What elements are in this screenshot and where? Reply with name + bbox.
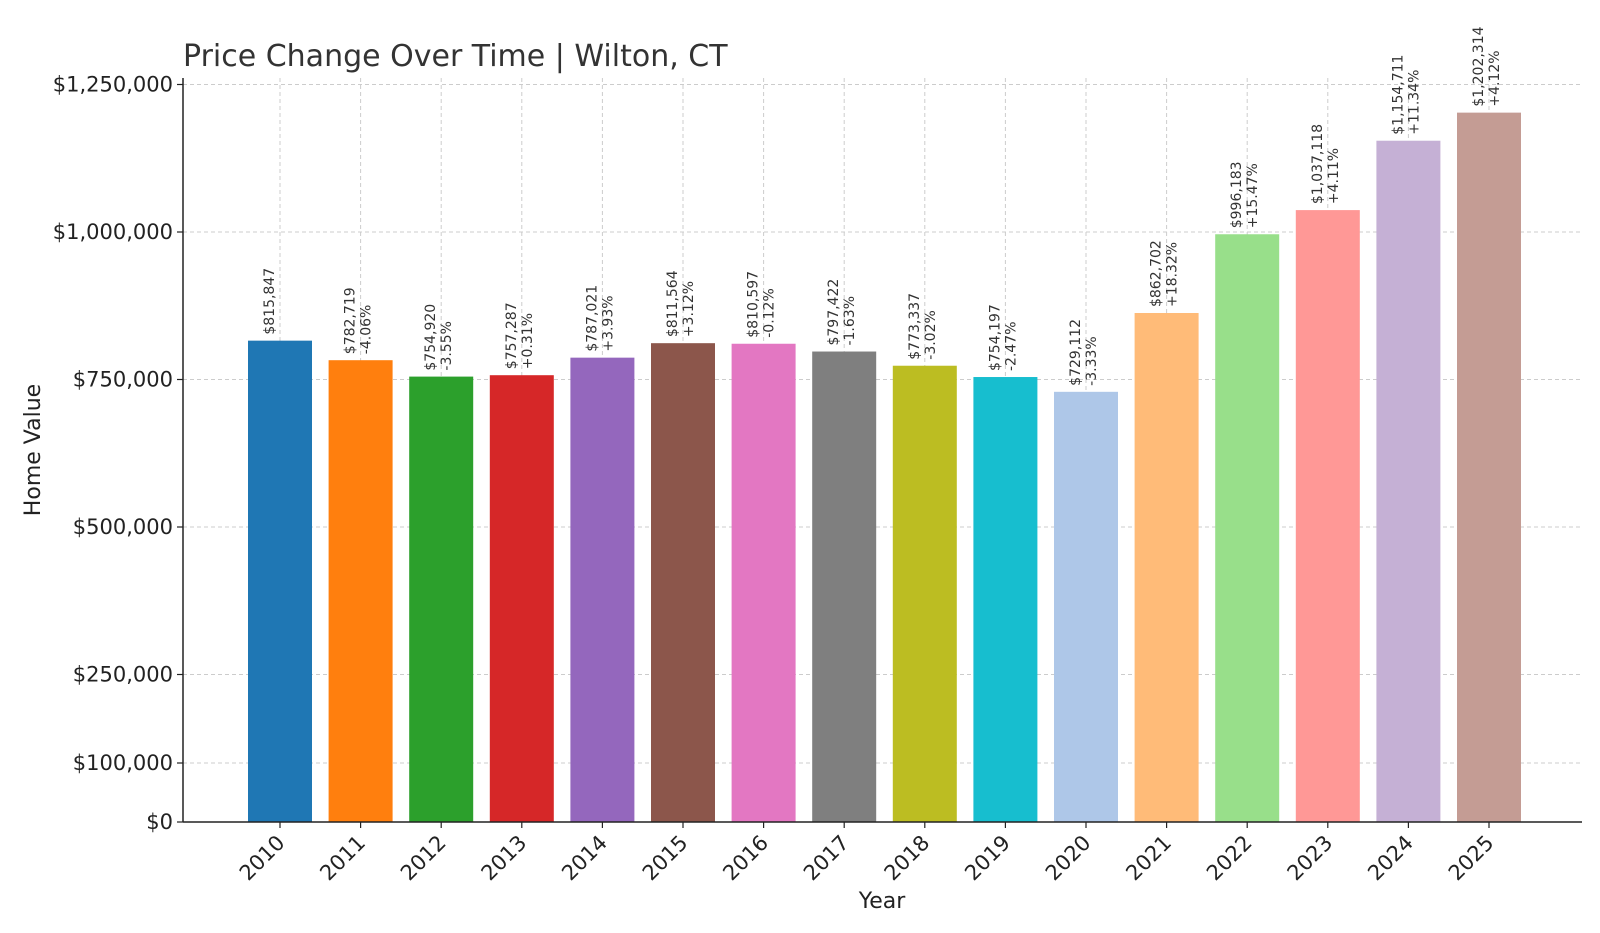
bar-value-label: $754,197	[987, 304, 1003, 371]
y-axis-title: Home Value	[21, 384, 46, 516]
bar-value-label: $996,183	[1229, 161, 1245, 228]
bar-value-label: $811,564	[665, 270, 681, 337]
bar-value-label: $1,202,314	[1471, 26, 1487, 106]
bar-change-label: +3.93%	[600, 295, 616, 351]
grid-lines	[183, 78, 1582, 822]
x-tick-label: 2023	[1283, 831, 1338, 886]
bar-change-label: +15.47%	[1245, 163, 1261, 228]
y-axis-ticks: $0 $100,000 $250,000 $500,000 $750,000 $1,000…	[53, 73, 183, 834]
x-tick-label: 2013	[477, 831, 532, 886]
axes	[182, 78, 1582, 823]
x-tick-label: 2015	[638, 831, 693, 886]
y-tick-label: $250,000	[73, 663, 173, 687]
bars	[248, 112, 1521, 823]
bar-2017	[812, 351, 877, 822]
x-tick-label: 2024	[1363, 831, 1418, 886]
bar-value-label: $1,154,711	[1390, 55, 1406, 135]
y-tick-label: $500,000	[73, 515, 173, 539]
bar-change-label: +4.12%	[1487, 50, 1503, 106]
bar-2019	[973, 377, 1038, 822]
bar-change-label: +18.32%	[1165, 242, 1181, 307]
bar-2024	[1376, 140, 1441, 822]
x-tick-label: 2025	[1444, 831, 1499, 886]
bar-change-label: +3.12%	[681, 281, 697, 337]
x-tick-label: 2017	[799, 831, 854, 886]
bar-2022	[1215, 234, 1280, 823]
bar-2011	[328, 360, 393, 822]
y-tick-label: $100,000	[73, 751, 173, 775]
x-tick-label: 2011	[315, 831, 370, 886]
x-axis-ticks: 2010 2011 2012 2013 2014 2015 2016 2017 2018 2019…	[235, 822, 1499, 885]
bar-value-label: $757,287	[504, 302, 520, 369]
x-tick-label: 2018	[880, 831, 935, 886]
x-tick-label: 2021	[1121, 831, 1176, 886]
bar-2014	[570, 357, 635, 822]
bar-value-label: $754,920	[423, 304, 439, 371]
bar-2013	[489, 375, 554, 822]
bar-change-label: +0.31%	[520, 313, 536, 369]
bar-2020	[1054, 391, 1118, 822]
bar-2021	[1134, 313, 1199, 822]
bar-2018	[892, 365, 957, 822]
bar-change-label: -2.47%	[1003, 321, 1019, 371]
x-tick-label: 2012	[396, 831, 451, 886]
x-tick-label: 2020	[1041, 831, 1096, 886]
bar-change-label: +11.34%	[1406, 70, 1422, 135]
bar-2023	[1295, 210, 1360, 823]
x-tick-label: 2010	[235, 831, 290, 886]
bar-value-label: $1,037,118	[1310, 124, 1326, 204]
x-tick-label: 2014	[557, 831, 612, 886]
bar-change-label: -3.55%	[439, 321, 455, 371]
bar-value-labels: $815,847 $782,719 -4.06% $754,920 -3.55% $757…	[262, 26, 1503, 385]
bar-value-label: $810,597	[746, 271, 762, 338]
x-tick-label: 2016	[718, 831, 773, 886]
bar-value-label: $782,719	[343, 287, 359, 354]
bar-change-label: -0.12%	[762, 288, 778, 338]
bar-change-label: -3.33%	[1084, 336, 1100, 386]
bar-change-label: -3.02%	[923, 310, 939, 360]
x-tick-label: 2022	[1202, 831, 1257, 886]
bar-2025	[1457, 112, 1521, 822]
bar-value-label: $815,847	[262, 268, 278, 335]
bar-value-label: $773,337	[907, 293, 923, 360]
bar-change-label: -1.63%	[842, 296, 858, 346]
bar-2012	[409, 376, 474, 822]
bar-value-label: $787,021	[584, 285, 600, 352]
bar-change-label: +4.11%	[1326, 148, 1342, 204]
bar-2015	[651, 343, 715, 822]
bar-value-label: $729,112	[1068, 319, 1084, 386]
bar-2016	[731, 343, 796, 822]
x-axis-title: Year	[858, 889, 907, 914]
bar-value-label: $862,702	[1149, 240, 1165, 307]
y-tick-label: $1,000,000	[53, 220, 173, 244]
bar-2010	[248, 340, 312, 822]
chart-title: Price Change Over Time | Wilton, CT	[183, 39, 728, 74]
y-tick-label: $1,250,000	[53, 73, 173, 97]
bar-value-label: $797,422	[826, 279, 842, 346]
y-tick-label: $0	[146, 810, 173, 834]
bar-change-label: -4.06%	[359, 305, 375, 355]
x-tick-label: 2019	[960, 831, 1015, 886]
y-tick-label: $750,000	[73, 368, 173, 392]
